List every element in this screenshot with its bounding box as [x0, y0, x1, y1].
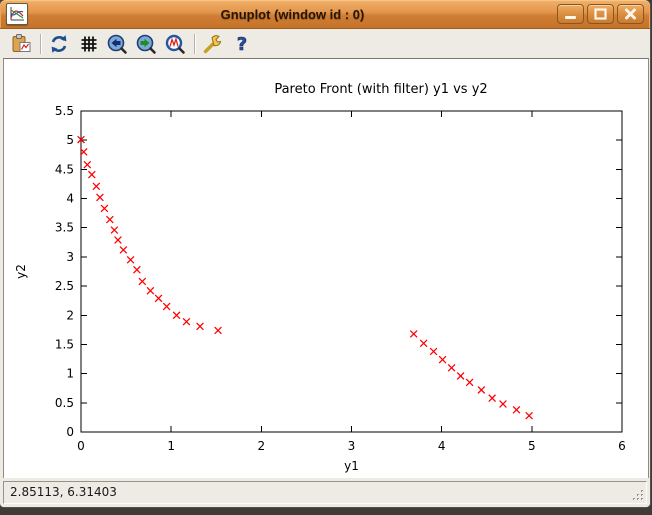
replot-button[interactable] — [47, 32, 71, 56]
zoom-previous-icon — [107, 34, 127, 54]
svg-text:1: 1 — [167, 439, 175, 453]
svg-text:5.5: 5.5 — [55, 104, 74, 118]
close-button[interactable] — [617, 4, 644, 24]
window-title: Gnuplot (window id : 0) — [220, 6, 365, 22]
pareto-chart: Pareto Front (with filter) y1 vs y2 0 1 2 3 4… — [14, 82, 626, 473]
autoscale-plot-icon — [165, 34, 185, 54]
previous-zoom-button[interactable] — [105, 32, 129, 56]
svg-text:3: 3 — [66, 250, 74, 264]
minimize-icon — [565, 16, 576, 19]
plot-canvas[interactable]: Pareto Front (with filter) y1 vs y2 0 1 2 3 4… — [3, 58, 649, 480]
statusbar: 2.85113, 6.31403 — [0, 478, 650, 507]
svg-text:y2: y2 — [14, 264, 28, 279]
refresh-icon — [51, 34, 67, 53]
maximize-button[interactable] — [587, 4, 614, 24]
svg-text:1: 1 — [66, 367, 74, 381]
svg-text:Pareto Front (with filter) y1: Pareto Front (with filter) y1 vs y2 — [274, 82, 487, 97]
gnuplot-plot-icon — [6, 3, 28, 25]
next-zoom-button[interactable] — [134, 32, 158, 56]
clipboard-plot-icon — [12, 33, 31, 52]
close-icon — [625, 8, 636, 20]
svg-text:2.5: 2.5 — [55, 279, 74, 293]
configure-button[interactable] — [201, 32, 225, 56]
svg-text:y1: y1 — [344, 459, 359, 473]
grid-icon — [81, 36, 97, 51]
svg-text:4: 4 — [438, 439, 446, 453]
toolbar-separator — [40, 33, 41, 54]
copy-to-clipboard-button[interactable] — [9, 32, 33, 56]
window-controls — [557, 4, 644, 24]
resize-grip-icon[interactable] — [632, 489, 645, 502]
titlebar[interactable]: Gnuplot (window id : 0) — [0, 0, 650, 29]
statusbar-coordinates: 2.85113, 6.31403 — [3, 481, 647, 504]
help-icon: ? — [236, 33, 247, 55]
svg-text:4: 4 — [66, 192, 74, 206]
maximize-icon — [594, 8, 607, 20]
wrench-icon — [203, 34, 222, 53]
svg-text:3.5: 3.5 — [55, 221, 74, 235]
svg-text:2: 2 — [258, 439, 266, 453]
svg-text:0: 0 — [66, 425, 74, 439]
svg-text:2: 2 — [66, 308, 74, 322]
zoom-next-icon — [136, 34, 156, 54]
apply-autoscale-button[interactable] — [163, 32, 187, 56]
minimize-button[interactable] — [557, 4, 584, 24]
help-button[interactable]: ? — [230, 32, 254, 56]
svg-text:0: 0 — [77, 439, 85, 453]
svg-text:3: 3 — [348, 439, 356, 453]
toolbar: ? — [1, 29, 649, 58]
svg-text:4.5: 4.5 — [55, 162, 74, 176]
svg-text:?: ? — [237, 34, 247, 55]
svg-text:0.5: 0.5 — [55, 396, 74, 410]
toolbar-separator — [194, 33, 195, 54]
svg-text:5: 5 — [66, 133, 74, 147]
svg-text:5: 5 — [528, 439, 536, 453]
toggle-grid-button[interactable] — [76, 32, 100, 56]
svg-text:1.5: 1.5 — [55, 337, 74, 351]
svg-text:6: 6 — [618, 439, 626, 453]
